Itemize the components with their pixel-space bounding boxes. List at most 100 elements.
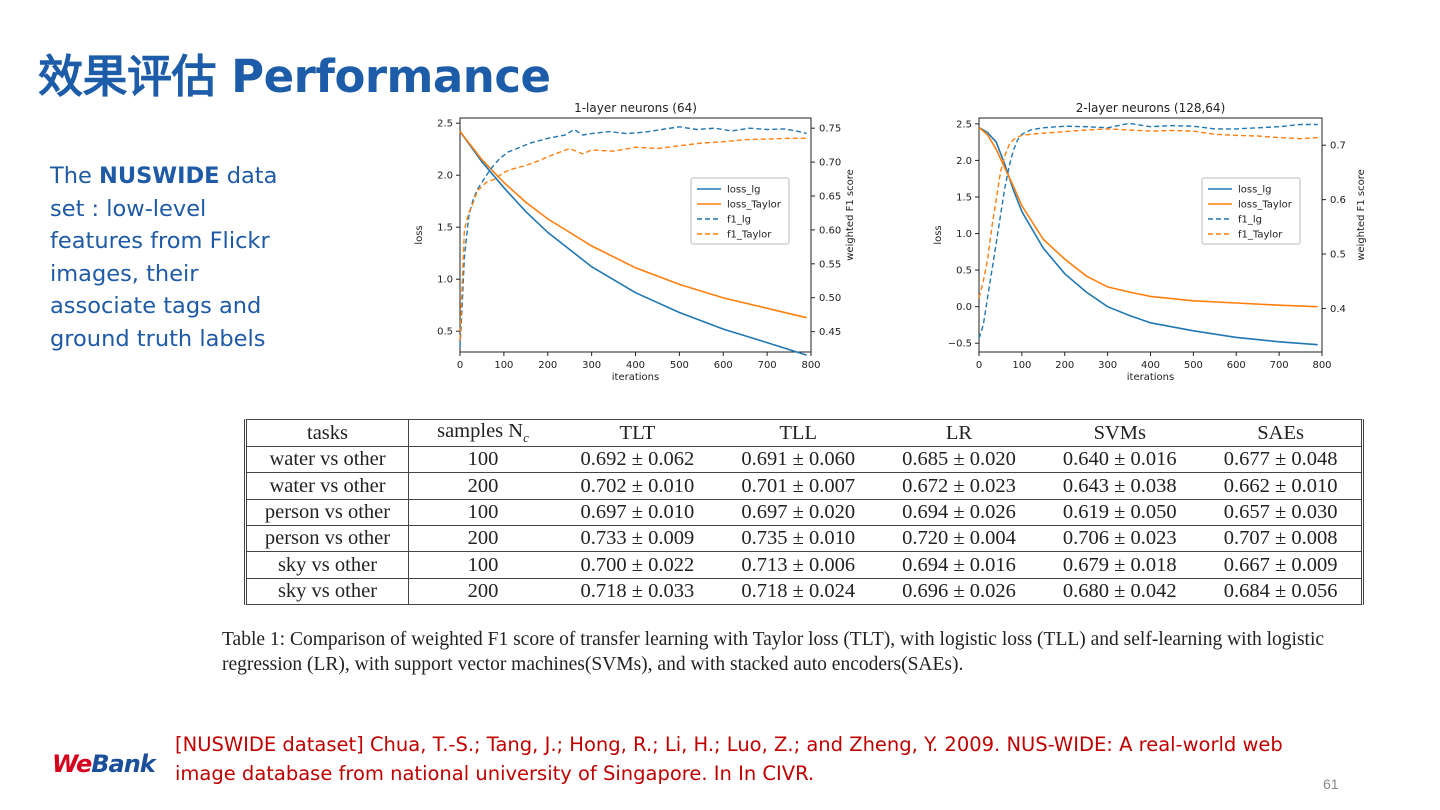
- header-saes: SAEs: [1257, 421, 1304, 444]
- y-tick-label: 0.5: [437, 327, 453, 338]
- table-cell: water vs other: [247, 472, 409, 500]
- table-cell: 0.713 ± 0.006: [741, 553, 856, 576]
- x-tick-label: 0: [976, 360, 982, 371]
- x-tick-label: 700: [758, 360, 777, 371]
- y-axis-label: loss: [414, 225, 425, 244]
- y-tick-label: 2.5: [956, 119, 972, 130]
- x-tick-label: 500: [670, 360, 689, 371]
- table-cell: 0.677 ± 0.048: [1223, 448, 1338, 471]
- y2-axis-label: weighted F1 score: [845, 169, 856, 261]
- description-suffix: data set : low-level features from Flick…: [50, 163, 278, 352]
- table-cell: 0.643 ± 0.038: [1062, 474, 1177, 497]
- table-cell: 0.691 ± 0.060: [741, 448, 856, 471]
- y2-tick-label: 0.75: [819, 124, 841, 135]
- table-header-row: tasks samples Nc TLT TLL LR SVMs SAEs: [247, 419, 1361, 447]
- table-cell: person vs other: [247, 499, 409, 526]
- table-row: person vs other 200 0.733 ± 0.009 0.735 ± 0…: [247, 525, 1361, 552]
- page-number: 61: [1323, 776, 1339, 792]
- y2-tick-label: 0.4: [1330, 304, 1346, 315]
- table-row: sky vs other 100 0.700 ± 0.022 0.713 ± 0.00…: [247, 551, 1361, 579]
- y-tick-label: 1.5: [437, 223, 453, 234]
- x-tick-label: 400: [1141, 360, 1160, 371]
- y-tick-label: 2.0: [956, 156, 972, 167]
- header-samples: samples Nc: [437, 420, 529, 446]
- table-row: water vs other 200 0.702 ± 0.010 0.701 ± 0.…: [247, 472, 1361, 500]
- table-cell: 0.707 ± 0.008: [1223, 527, 1338, 550]
- table-cell: 0.720 ± 0.004: [902, 527, 1016, 550]
- description-prefix: The: [50, 163, 99, 189]
- table-cell: 0.696 ± 0.026: [902, 579, 1016, 602]
- table-cell: 0.697 ± 0.010: [580, 500, 695, 523]
- legend-label: f1_Taylor: [1238, 230, 1283, 241]
- y2-tick-label: 0.65: [819, 192, 841, 203]
- y2-tick-label: 0.70: [819, 158, 841, 169]
- header-lr: LR: [945, 421, 973, 444]
- table-cell: 0.701 ± 0.007: [741, 474, 856, 497]
- table-cell: 0.619 ± 0.050: [1062, 500, 1177, 523]
- legend-label: loss_lg: [727, 185, 760, 196]
- chart-title: 1-layer neurons (64): [574, 101, 697, 115]
- x-tick-label: 700: [1270, 360, 1289, 371]
- table-cell: 0.733 ± 0.009: [580, 527, 695, 550]
- series-line-f1-taylor: [978, 128, 1318, 298]
- table-cell: 200: [467, 474, 499, 497]
- legend-label: f1_lg: [1238, 215, 1262, 226]
- table-cell: 0.657 ± 0.030: [1223, 500, 1338, 523]
- table-cell: sky vs other: [247, 578, 409, 605]
- table-cell: 200: [467, 527, 499, 550]
- table-row: sky vs other 200 0.718 ± 0.033 0.718 ± 0.02…: [247, 578, 1361, 605]
- y2-tick-label: 0.55: [819, 259, 841, 270]
- table-cell: 0.680 ± 0.042: [1062, 579, 1177, 602]
- y-tick-label: 0.0: [956, 302, 972, 313]
- x-tick-label: 300: [582, 360, 601, 371]
- y-tick-label: 1.0: [956, 229, 972, 240]
- table-cell: 0.667 ± 0.009: [1223, 553, 1338, 576]
- legend-label: loss_lg: [1238, 185, 1271, 196]
- header-tlt: TLT: [619, 421, 656, 444]
- y-tick-label: −0.5: [948, 339, 972, 350]
- table-cell: 200: [467, 579, 499, 602]
- table-cell: 0.679 ± 0.018: [1062, 553, 1177, 576]
- table-caption: Table 1: Comparison of weighted F1 score…: [222, 629, 1325, 675]
- page-title: 效果评估 Performance: [38, 50, 551, 103]
- reference-citation: [NUSWIDE dataset] Chua, T.-S.; Tang, J.;…: [175, 733, 1283, 785]
- x-tick-label: 300: [1098, 360, 1117, 371]
- table-cell: 0.694 ± 0.016: [902, 553, 1016, 576]
- x-tick-label: 800: [1312, 360, 1331, 371]
- series-line-loss-taylor: [459, 131, 807, 319]
- table-cell: 0.694 ± 0.026: [902, 500, 1016, 523]
- x-tick-label: 100: [494, 360, 513, 371]
- legend-label: f1_Taylor: [727, 230, 772, 241]
- x-tick-label: 500: [1184, 360, 1203, 371]
- table-cell: 0.706 ± 0.023: [1062, 527, 1177, 550]
- x-tick-label: 800: [801, 360, 820, 371]
- table-cell: 100: [467, 500, 499, 523]
- table-cell: 100: [467, 553, 499, 576]
- table-row: water vs other 100 0.692 ± 0.062 0.691 ± 0.…: [247, 446, 1361, 473]
- legend-box: [1201, 177, 1301, 245]
- table-cell: 0.685 ± 0.020: [902, 448, 1016, 471]
- y2-tick-label: 0.7: [1330, 141, 1346, 152]
- y2-tick-label: 0.45: [819, 327, 841, 338]
- y-tick-label: 2.5: [437, 119, 453, 130]
- table-row: person vs other 100 0.697 ± 0.010 0.697 ± 0…: [247, 499, 1361, 526]
- table-cell: 0.692 ± 0.062: [580, 448, 695, 471]
- x-tick-label: 600: [714, 360, 733, 371]
- y-tick-label: 1.0: [437, 275, 453, 286]
- series-line-loss-lg: [459, 131, 807, 356]
- table-cell: 0.735 ± 0.010: [741, 527, 856, 550]
- dataset-name: NUSWIDE: [99, 163, 220, 189]
- header-tasks: tasks: [247, 419, 409, 447]
- chart-title: 2-layer neurons (128,64): [1076, 101, 1226, 115]
- table-cell: water vs other: [247, 446, 409, 473]
- legend-label: f1_lg: [727, 215, 751, 226]
- results-table: tasks samples Nc TLT TLL LR SVMs SAEs wa…: [247, 419, 1361, 605]
- x-tick-label: 100: [1012, 360, 1031, 371]
- header-svms: SVMs: [1093, 421, 1146, 444]
- y2-axis-label: weighted F1 score: [1356, 169, 1367, 261]
- series-line-f1-taylor: [459, 137, 807, 340]
- dataset-description: The NUSWIDE data set : low-level feature…: [50, 160, 280, 356]
- y2-tick-label: 0.6: [1330, 195, 1346, 206]
- table-cell: 0.700 ± 0.022: [580, 553, 695, 576]
- x-tick-label: 0: [457, 360, 463, 371]
